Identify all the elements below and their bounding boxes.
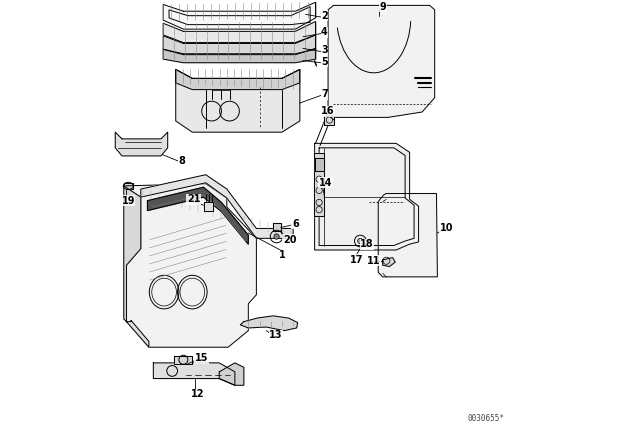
Text: 13: 13 — [269, 330, 283, 340]
Text: 7: 7 — [321, 89, 328, 99]
Polygon shape — [314, 153, 324, 216]
Polygon shape — [163, 35, 316, 54]
Text: 0030655*: 0030655* — [467, 414, 504, 423]
Text: 9: 9 — [380, 2, 386, 12]
Text: 15: 15 — [195, 353, 208, 363]
Polygon shape — [176, 69, 300, 90]
Text: 21: 21 — [187, 194, 200, 204]
Polygon shape — [124, 184, 257, 347]
Text: 16: 16 — [321, 106, 335, 116]
Polygon shape — [115, 132, 168, 156]
Polygon shape — [163, 22, 316, 43]
Text: 3: 3 — [321, 45, 328, 55]
Polygon shape — [328, 5, 435, 117]
Text: 4: 4 — [321, 27, 328, 37]
Text: 17: 17 — [350, 255, 364, 265]
Text: 20: 20 — [283, 235, 296, 245]
Text: 1: 1 — [278, 250, 285, 260]
Polygon shape — [273, 223, 280, 231]
Text: 10: 10 — [440, 224, 453, 233]
Polygon shape — [324, 116, 334, 125]
Polygon shape — [204, 202, 213, 211]
Text: 2: 2 — [321, 11, 328, 21]
Circle shape — [358, 238, 363, 244]
Polygon shape — [174, 356, 192, 364]
Text: 18: 18 — [360, 239, 374, 249]
Polygon shape — [154, 363, 235, 385]
Polygon shape — [383, 258, 396, 267]
Polygon shape — [378, 194, 437, 277]
Text: 19: 19 — [122, 196, 135, 206]
Polygon shape — [127, 320, 149, 347]
Polygon shape — [240, 316, 298, 331]
Text: 11: 11 — [367, 256, 381, 266]
Polygon shape — [147, 187, 248, 244]
Polygon shape — [141, 175, 293, 238]
Polygon shape — [163, 2, 316, 29]
Text: 12: 12 — [191, 389, 205, 399]
Polygon shape — [124, 183, 132, 189]
Circle shape — [274, 234, 279, 239]
Text: 5: 5 — [321, 57, 328, 67]
Text: 14: 14 — [319, 178, 332, 188]
Polygon shape — [163, 48, 316, 63]
Polygon shape — [315, 143, 419, 250]
Polygon shape — [219, 363, 244, 385]
Text: 8: 8 — [179, 156, 186, 166]
Polygon shape — [176, 69, 300, 132]
Text: 6: 6 — [292, 219, 299, 229]
Polygon shape — [315, 158, 324, 171]
Polygon shape — [124, 186, 141, 322]
